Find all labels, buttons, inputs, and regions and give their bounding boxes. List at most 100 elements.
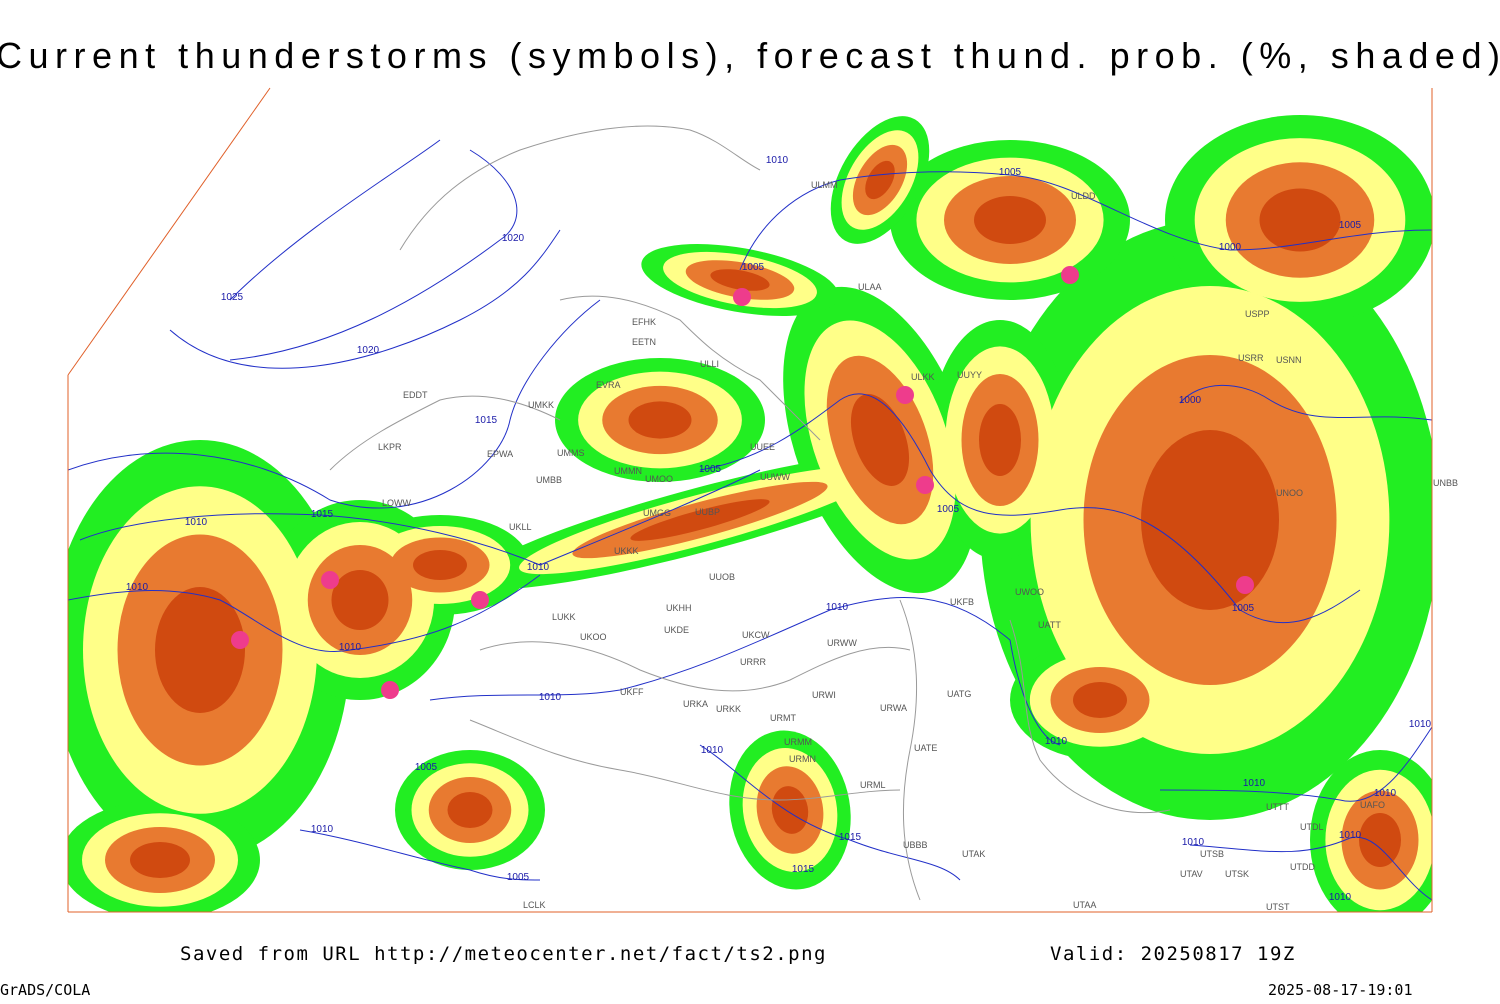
isobar-label: 1015 [475, 415, 498, 426]
station-label: UUOB [709, 572, 735, 582]
isobar-label: 1005 [937, 504, 960, 515]
isobar-label: 1005 [1339, 220, 1362, 231]
shade-blob [447, 792, 493, 828]
shade-blob [331, 570, 389, 630]
station-label: UTSK [1225, 869, 1249, 879]
shade-blob [1073, 682, 1127, 718]
isobar-label: 1010 [126, 582, 149, 593]
saved-url: Saved from URL http://meteocenter.net/fa… [180, 943, 827, 965]
station-label: UNOO [1276, 488, 1303, 498]
station-label: URMM [784, 737, 812, 747]
station-label: UMGG [643, 508, 671, 518]
thunderstorm-symbol [381, 681, 399, 699]
station-label: UKDE [664, 625, 689, 635]
isobar-label: 1010 [701, 745, 724, 756]
isobar-label: 1010 [185, 517, 208, 528]
isobar-label: 1015 [839, 832, 862, 843]
station-label: EPWA [487, 449, 513, 459]
station-label: UKKK [614, 546, 639, 556]
station-label: EFHK [632, 317, 656, 327]
station-label: URWI [812, 690, 836, 700]
station-label: LUKK [552, 612, 576, 622]
isobar-label: 1010 [1339, 830, 1362, 841]
station-label: LCLK [523, 900, 546, 910]
shade-blob [1141, 430, 1279, 610]
shade-blob [628, 401, 692, 439]
thunderstorm-symbol [231, 631, 249, 649]
station-labels: EFHK EETN EVRA EDDT UMKK EPWA UMMS LKPR UMBB LOWW… [378, 180, 1458, 912]
station-label: UUWW [760, 472, 790, 482]
isobar-label: 1010 [1329, 892, 1352, 903]
isobar-label: 1025 [221, 292, 244, 303]
isobar-labels: 1010 1010 1015 1010 1010 1005 1010 1005 1020 1025… [126, 155, 1432, 903]
station-label: URWA [880, 703, 907, 713]
thunderstorm-symbol [471, 591, 489, 609]
isobar-label: 1005 [699, 464, 722, 475]
station-label: ULKK [911, 372, 935, 382]
station-label: UUYY [957, 370, 982, 380]
shade-blob [771, 786, 809, 834]
isobar-label: 1010 [766, 155, 789, 166]
map-frame [67, 87, 1433, 913]
isobar-label: 1010 [1409, 719, 1432, 730]
timestamp: 2025-08-17-19:01 [1268, 981, 1413, 999]
shade-blob [710, 269, 770, 291]
isobar-label: 1010 [527, 562, 550, 573]
station-label: UTTT [1266, 802, 1289, 812]
station-label: UKFB [950, 597, 974, 607]
shade-blob [865, 160, 895, 200]
shade-blob [155, 587, 245, 713]
isobar-label: 1020 [502, 233, 525, 244]
isobar-label: 1010 [1243, 778, 1266, 789]
station-label: UTST [1266, 902, 1290, 912]
station-label: LKPR [378, 442, 402, 452]
station-label: UTDL [1300, 822, 1324, 832]
station-label: UATT [1038, 620, 1061, 630]
station-label: UTAV [1180, 869, 1203, 879]
shade-blob [1259, 188, 1341, 252]
shade-blob [413, 550, 467, 580]
isobar-label: 1010 [311, 824, 334, 835]
station-label: UWOO [1015, 587, 1044, 597]
station-label: UUEE [750, 442, 775, 452]
station-label: ULMM [811, 180, 838, 190]
shade-blob [979, 404, 1021, 476]
isobar-label: 1010 [339, 642, 362, 653]
thunderstorm-symbol [1061, 266, 1079, 284]
coastlines [329, 125, 1171, 901]
isobar-label: 1010 [826, 602, 849, 613]
thunderstorm-symbol [916, 476, 934, 494]
station-label: URMN [789, 754, 816, 764]
thunderstorm-symbol [896, 386, 914, 404]
station-label: LOWW [382, 498, 412, 508]
isobar-label: 1005 [507, 872, 530, 883]
station-label: UMBB [536, 475, 562, 485]
software: GrADS/COLA [0, 981, 90, 999]
station-label: URML [860, 780, 886, 790]
station-label: USRR [1238, 353, 1264, 363]
station-label: URMT [770, 713, 796, 723]
station-label: UMKK [528, 400, 554, 410]
station-label: USNN [1276, 355, 1302, 365]
station-label: URWW [827, 638, 857, 648]
station-label: UUBP [695, 507, 720, 517]
station-label: URRR [740, 657, 766, 667]
station-label: UATE [914, 743, 937, 753]
station-label: UMOO [645, 474, 673, 484]
isobar-label: 1010 [1182, 837, 1205, 848]
isobar-label: 1015 [792, 864, 815, 875]
station-label: UTAA [1073, 900, 1096, 910]
thunderstorm-symbol [321, 571, 339, 589]
station-label: ULDD [1071, 191, 1096, 201]
shade-blob [130, 842, 190, 878]
station-label: ULAA [858, 282, 882, 292]
station-label: UKOO [580, 632, 607, 642]
isobar-label: 1005 [415, 762, 438, 773]
station-label: UMMN [614, 466, 642, 476]
probability-field [68, 115, 1432, 912]
station-label: UKHH [666, 603, 692, 613]
station-label: URKA [683, 699, 708, 709]
shade-blob [1359, 813, 1401, 867]
isobars [68, 139, 1432, 901]
shade-blob [974, 196, 1046, 244]
